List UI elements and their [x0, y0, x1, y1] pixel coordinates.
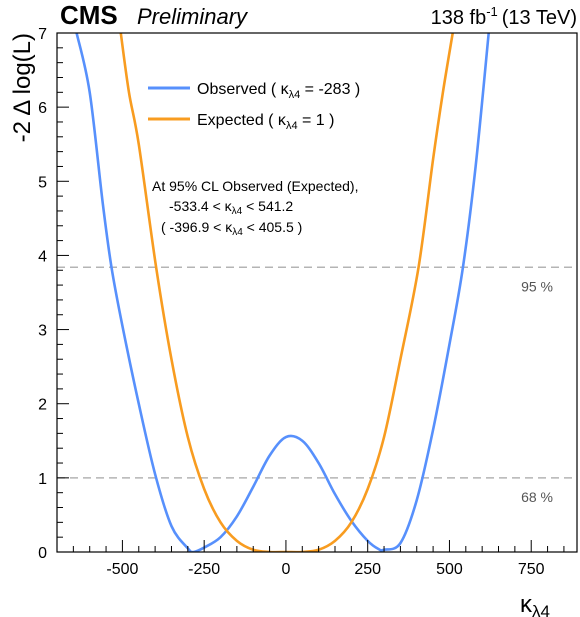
x-axis-title: κλ4: [520, 591, 550, 617]
y-tick-label: 3: [38, 323, 47, 340]
annotation-line-2: -533.4 < κλ4 < 541.2: [169, 198, 293, 217]
reference-lines: [57, 266, 577, 479]
series-line-expected: [119, 33, 455, 552]
reference-labels: 95 % 68 %: [521, 278, 553, 505]
legend-observed-sub: λ4: [289, 89, 301, 101]
y-tick-label: 6: [38, 100, 47, 117]
legend-expected-main: Expected ( κ: [197, 112, 287, 129]
annotation-line-3-sub: λ4: [232, 227, 243, 238]
x-tick-label: 0: [281, 561, 290, 578]
y-tick-label: 4: [38, 248, 47, 265]
legend-label-observed: Observed ( κλ4 = -283 ): [197, 81, 360, 101]
annotation-line-2-post: < 541.2: [242, 198, 293, 214]
lumi-value: 138 fb: [431, 7, 487, 29]
x-tick-label: -500: [106, 561, 138, 578]
series-line-observed: [75, 33, 490, 552]
x-tick-label: -250: [188, 561, 220, 578]
y-tick-label: 7: [38, 26, 47, 43]
x-axis-title-sub: λ4: [532, 602, 550, 617]
annotation-line-3-pre: ( -396.9 < κ: [161, 219, 233, 235]
x-axis-title-main: κ: [520, 591, 533, 617]
y-tick-label: 0: [38, 545, 47, 562]
reference-label-1: 68 %: [521, 489, 553, 505]
x-tick-label: 750: [518, 561, 545, 578]
legend-expected-sub: λ4: [286, 120, 298, 132]
lumi-exponent: -1: [486, 4, 498, 19]
legend-expected-value: = 1 ): [298, 112, 335, 129]
plot-frame: [56, 32, 578, 553]
annotation-line-3-post: < 405.5 ): [243, 219, 303, 235]
annotation-line-3: ( -396.9 < κλ4 < 405.5 ): [161, 219, 302, 238]
series-layer: [75, 33, 490, 552]
annotation-line-2-sub: λ4: [232, 206, 243, 217]
annotation-line-1: At 95% CL Observed (Expected),: [152, 178, 358, 194]
experiment-label: CMS: [60, 0, 118, 30]
legend: Observed ( κλ4 = -283 ) Expected ( κλ4 =…: [148, 81, 360, 132]
x-tick-label: 250: [354, 561, 381, 578]
x-axis-ticks: -500 -250 0 250 500 750: [72, 540, 565, 578]
lumi-label: 138 fb-1 (13 TeV): [431, 4, 577, 29]
y-axis-title: -2 Δ log(L): [9, 33, 36, 142]
legend-label-expected: Expected ( κλ4 = 1 ): [197, 112, 334, 132]
y-tick-label: 1: [38, 471, 47, 488]
legend-observed-main: Observed ( κ: [197, 81, 290, 98]
status-label: Preliminary: [137, 4, 249, 29]
y-axis-ticks: 0 1 2 3 4 5 6 7: [38, 26, 69, 562]
cl-annotation: At 95% CL Observed (Expected), -533.4 < …: [152, 178, 358, 238]
annotation-line-2-pre: -533.4 < κ: [169, 198, 233, 214]
reference-label-0: 95 %: [521, 278, 553, 294]
energy-value: (13 TeV): [502, 7, 577, 29]
y-tick-label: 2: [38, 397, 47, 414]
x-tick-label: 500: [436, 561, 463, 578]
legend-observed-value: = -283 ): [300, 81, 360, 98]
y-tick-label: 5: [38, 174, 47, 191]
